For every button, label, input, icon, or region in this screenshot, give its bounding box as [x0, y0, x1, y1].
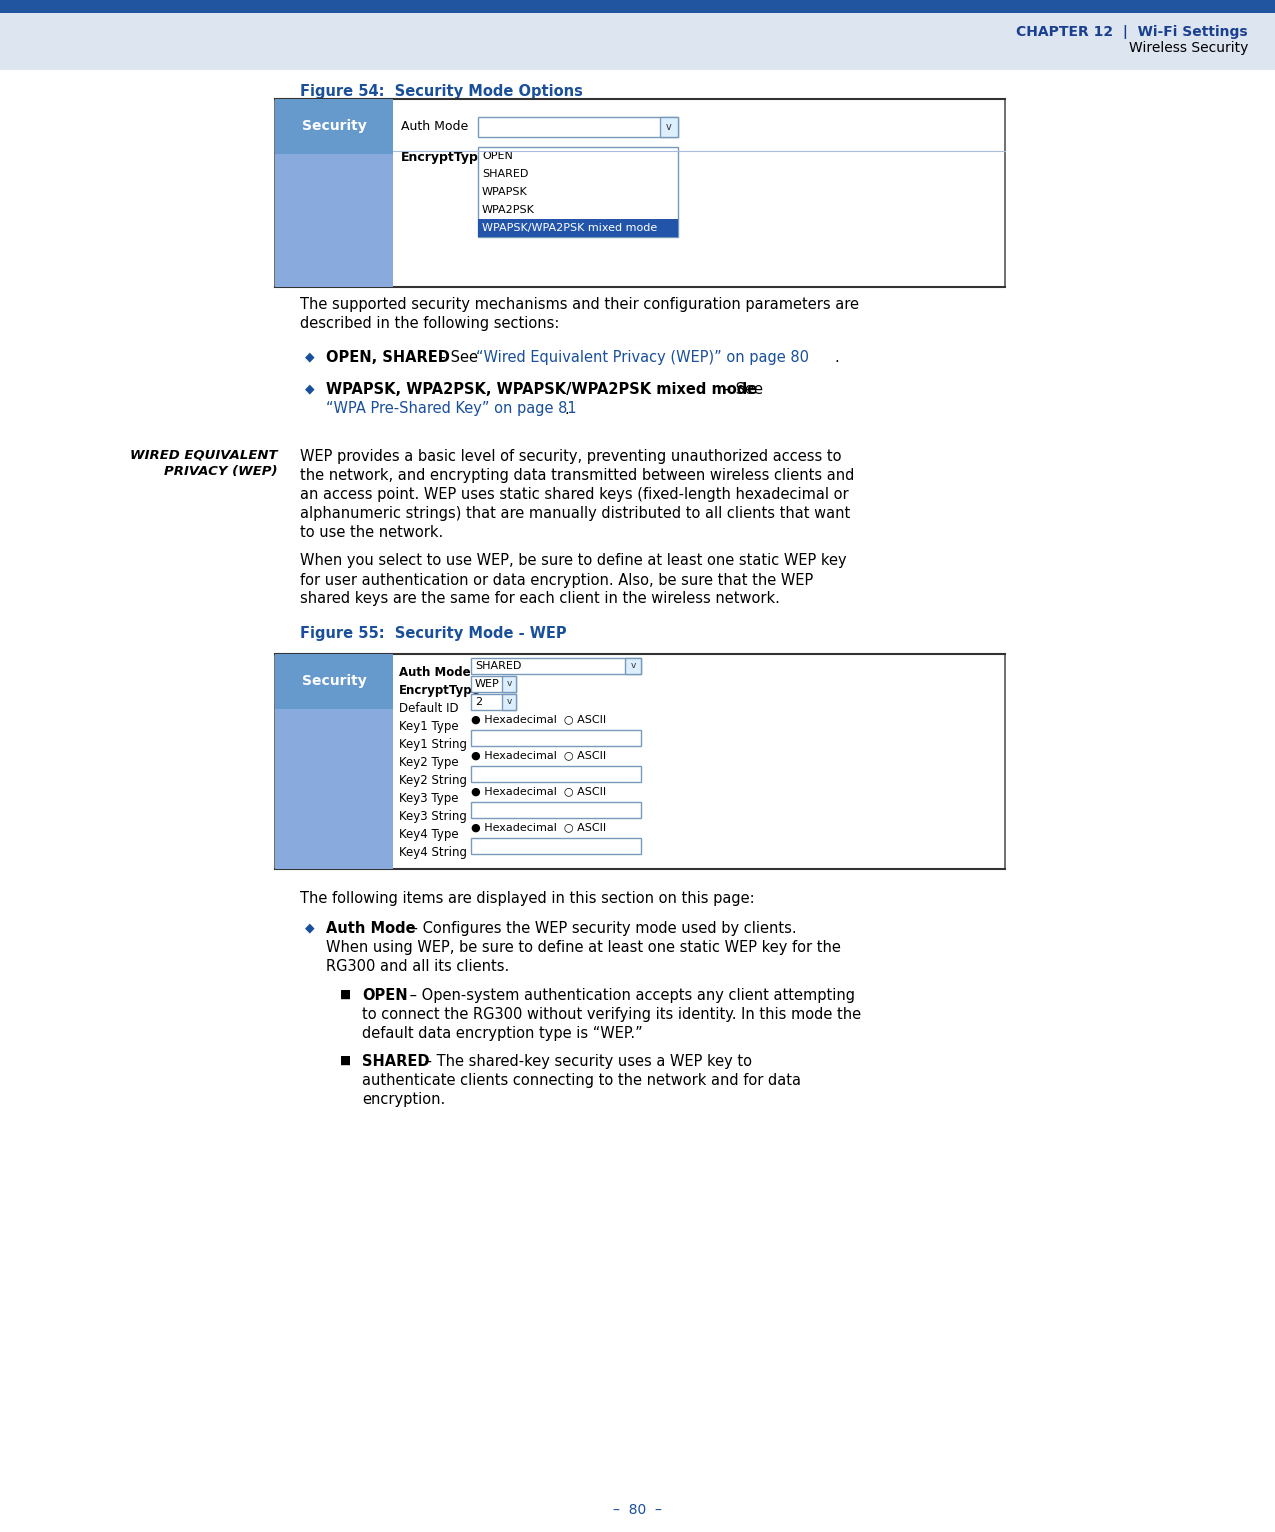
Text: CHAPTER 12  |  Wi-Fi Settings: CHAPTER 12 | Wi-Fi Settings [1016, 25, 1248, 38]
Text: described in the following sections:: described in the following sections: [300, 316, 560, 331]
Text: shared keys are the same for each client in the wireless network.: shared keys are the same for each client… [300, 591, 780, 607]
Text: –  80  –: – 80 – [612, 1503, 662, 1517]
Text: – Configures the WEP security mode used by clients.: – Configures the WEP security mode used … [405, 921, 797, 936]
Text: v: v [506, 697, 511, 706]
Bar [275, 654, 393, 869]
Text: OPEN: OPEN [482, 121, 514, 133]
Text: PRIVACY (WEP): PRIVACY (WEP) [164, 466, 278, 478]
Bar [470, 838, 641, 853]
Text: Auth Mode: Auth Mode [399, 666, 470, 679]
Bar [625, 657, 641, 674]
Text: – See: – See [434, 351, 483, 365]
Text: WPAPSK/WPA2PSK mixed mode: WPAPSK/WPA2PSK mixed mode [482, 224, 657, 233]
Text: The supported security mechanisms and their configuration parameters are: The supported security mechanisms and th… [300, 297, 859, 313]
Text: ◆: ◆ [305, 383, 315, 395]
Bar [275, 100, 1005, 286]
Text: an access point. WEP uses static shared keys (fixed-length hexadecimal or: an access point. WEP uses static shared … [300, 487, 849, 502]
Bar [660, 116, 678, 136]
Bar [502, 694, 516, 709]
Text: WEP provides a basic level of security, preventing unauthorized access to: WEP provides a basic level of security, … [300, 449, 842, 464]
Text: OPEN, SHARED: OPEN, SHARED [326, 351, 450, 365]
Text: ■: ■ [340, 1054, 351, 1068]
Text: WIRED EQUIVALENT: WIRED EQUIVALENT [130, 449, 278, 463]
Text: ■: ■ [340, 988, 351, 1000]
Bar [478, 116, 678, 136]
Text: ◆: ◆ [305, 351, 315, 363]
Text: v: v [506, 679, 511, 688]
Bar [470, 676, 516, 692]
Text: The following items are displayed in this section on this page:: The following items are displayed in thi… [300, 890, 755, 905]
Text: v: v [630, 662, 636, 669]
Text: 2: 2 [476, 697, 482, 706]
Text: Security: Security [302, 674, 366, 688]
Text: SHARED: SHARED [482, 169, 528, 179]
Text: Security: Security [302, 119, 366, 133]
Text: alphanumeric strings) that are manually distributed to all clients that want: alphanumeric strings) that are manually … [300, 506, 850, 521]
Text: the network, and encrypting data transmitted between wireless clients and: the network, and encrypting data transmi… [300, 467, 854, 483]
Text: EncryptType: EncryptType [402, 150, 487, 164]
Text: Key3 Type: Key3 Type [399, 792, 459, 804]
Bar [0, 0, 1275, 12]
Text: WPA2PSK: WPA2PSK [482, 205, 536, 214]
Text: Key1 Type: Key1 Type [399, 720, 459, 732]
Bar [502, 676, 516, 692]
Bar [0, 12, 1275, 70]
Text: ◆: ◆ [305, 921, 315, 935]
Text: for user authentication or data encryption. Also, be sure that the WEP: for user authentication or data encrypti… [300, 573, 813, 587]
Text: Key4 Type: Key4 Type [399, 827, 459, 841]
Text: Wireless Security: Wireless Security [1128, 41, 1248, 55]
Text: WEP: WEP [476, 679, 500, 689]
Text: WPAPSK: WPAPSK [482, 187, 528, 198]
Text: Key2 Type: Key2 Type [399, 755, 459, 769]
Text: Figure 55:  Security Mode - WEP: Figure 55: Security Mode - WEP [300, 625, 566, 640]
Text: ● Hexadecimal  ○ ASCII: ● Hexadecimal ○ ASCII [470, 823, 606, 833]
Bar [470, 729, 641, 746]
Text: Auth Mode: Auth Mode [402, 121, 468, 133]
Bar [275, 654, 393, 709]
Text: “Wired Equivalent Privacy (WEP)” on page 80: “Wired Equivalent Privacy (WEP)” on page… [476, 351, 810, 365]
Text: .: . [834, 351, 839, 365]
Text: When using WEP, be sure to define at least one static WEP key for the: When using WEP, be sure to define at lea… [326, 941, 842, 954]
Text: default data encryption type is “WEP.”: default data encryption type is “WEP.” [362, 1025, 643, 1040]
Text: v: v [666, 123, 672, 132]
Text: to use the network.: to use the network. [300, 525, 444, 539]
Text: Key2 String: Key2 String [399, 774, 467, 787]
Text: – See: – See [719, 383, 762, 397]
Text: Default ID: Default ID [399, 702, 459, 715]
Text: Key4 String: Key4 String [399, 846, 467, 859]
Text: EncryptType: EncryptType [399, 683, 481, 697]
Bar [470, 657, 641, 674]
Text: OPEN: OPEN [482, 152, 513, 161]
Text: encryption.: encryption. [362, 1092, 445, 1108]
Text: – Open-system authentication accepts any client attempting: – Open-system authentication accepts any… [405, 988, 856, 1002]
Text: When you select to use WEP, be sure to define at least one static WEP key: When you select to use WEP, be sure to d… [300, 553, 847, 568]
Text: Key1 String: Key1 String [399, 738, 467, 751]
Text: WPAPSK, WPA2PSK, WPAPSK/WPA2PSK mixed mode: WPAPSK, WPA2PSK, WPAPSK/WPA2PSK mixed mo… [326, 383, 757, 397]
Bar [470, 801, 641, 818]
Text: “WPA Pre-Shared Key” on page 81: “WPA Pre-Shared Key” on page 81 [326, 401, 576, 417]
Bar [275, 100, 393, 286]
Text: SHARED: SHARED [476, 660, 521, 671]
Bar [478, 219, 678, 237]
Bar [478, 147, 678, 237]
Text: OPEN: OPEN [362, 988, 408, 1002]
Bar [470, 766, 641, 781]
Text: to connect the RG300 without verifying its identity. In this mode the: to connect the RG300 without verifying i… [362, 1007, 861, 1022]
Text: SHARED: SHARED [362, 1054, 430, 1069]
Text: Auth Mode: Auth Mode [326, 921, 416, 936]
Bar [275, 100, 393, 155]
Text: ● Hexadecimal  ○ ASCII: ● Hexadecimal ○ ASCII [470, 787, 606, 797]
Text: Key3 String: Key3 String [399, 810, 467, 823]
Text: authenticate clients connecting to the network and for data: authenticate clients connecting to the n… [362, 1072, 801, 1088]
Text: RG300 and all its clients.: RG300 and all its clients. [326, 959, 509, 974]
Text: Figure 54:  Security Mode Options: Figure 54: Security Mode Options [300, 84, 583, 100]
Text: ● Hexadecimal  ○ ASCII: ● Hexadecimal ○ ASCII [470, 715, 606, 725]
Bar [470, 694, 516, 709]
Text: – The shared-key security uses a WEP key to: – The shared-key security uses a WEP key… [419, 1054, 752, 1069]
Bar [275, 654, 1005, 869]
Text: .: . [564, 401, 569, 417]
Text: ● Hexadecimal  ○ ASCII: ● Hexadecimal ○ ASCII [470, 751, 606, 761]
